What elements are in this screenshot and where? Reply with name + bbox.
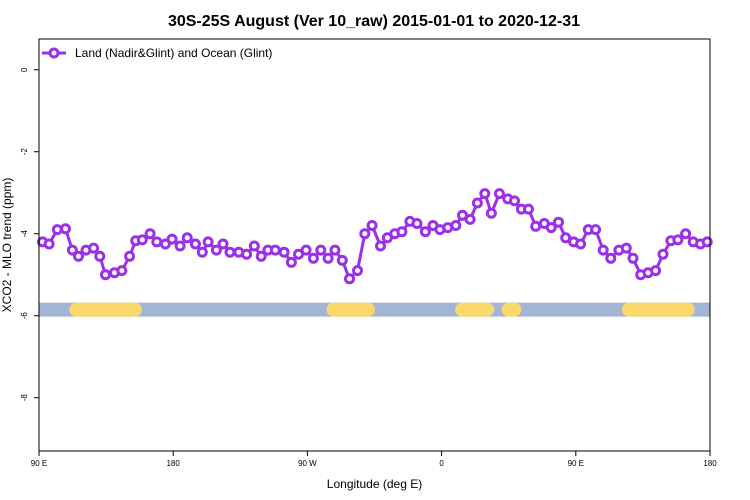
data-point: [43, 238, 55, 250]
data-point: [88, 242, 100, 254]
data-point: [189, 238, 201, 250]
data-point: [680, 228, 692, 240]
legend: Land (Nadir&Glint) and Ocean (Glint): [42, 46, 272, 60]
data-point: [701, 236, 713, 248]
data-point: [523, 203, 534, 215]
y-tick-label: -8: [20, 394, 29, 402]
data-point: [485, 207, 497, 219]
y-tick-label: -6: [20, 312, 29, 320]
data-point: [136, 234, 148, 246]
data-point: [344, 273, 355, 285]
series-layer: [37, 188, 713, 285]
x-tick-label: 90 E: [568, 459, 584, 468]
data-point: [315, 244, 327, 256]
data-point: [285, 256, 297, 268]
data-point: [269, 244, 281, 256]
data-point: [553, 216, 564, 228]
data-point: [94, 250, 106, 262]
data-point: [597, 244, 609, 256]
data-point: [464, 213, 476, 225]
data-point: [241, 248, 253, 260]
data-point: [419, 226, 431, 238]
data-point: [307, 252, 319, 264]
data-point: [366, 220, 378, 231]
data-point: [181, 232, 193, 244]
data-point: [248, 240, 260, 252]
data-point: [166, 233, 178, 245]
y-tick-label: -2: [20, 148, 29, 156]
data-point: [116, 265, 128, 277]
y-tick-label: -4: [20, 230, 29, 238]
data-point: [174, 240, 186, 252]
data-point: [627, 252, 639, 264]
data-point: [450, 220, 462, 231]
data-point: [73, 250, 84, 262]
data-point: [144, 228, 156, 240]
data-point: [411, 218, 423, 229]
data-point: [575, 238, 587, 250]
chart-title: 30S-25S August (Ver 10_raw) 2015-01-01 t…: [168, 13, 580, 30]
data-point: [545, 222, 557, 234]
data-point: [255, 250, 267, 262]
data-point: [300, 244, 312, 256]
data-point: [493, 188, 505, 200]
data-point: [359, 228, 371, 240]
axes: 90 E 180 90 W 0 90 E 180 0 -2 -4 -6 -8: [20, 67, 717, 468]
data-point: [66, 244, 78, 256]
data-point: [352, 265, 363, 277]
data-point: [530, 220, 542, 232]
y-axis-label: XCO2 - MLO trend (ppm): [0, 178, 14, 313]
data-point: [605, 252, 617, 264]
data-point: [322, 252, 334, 264]
data-point: [672, 234, 684, 246]
data-point: [590, 224, 602, 236]
data-point: [471, 197, 483, 209]
data-point: [336, 254, 348, 266]
data-point: [329, 244, 341, 256]
data-point: [396, 226, 408, 238]
data-point: [479, 188, 491, 200]
data-point: [620, 242, 632, 254]
x-tick-label: 0: [439, 459, 444, 468]
data-point: [202, 236, 214, 248]
data-point: [217, 238, 229, 250]
x-tick-label: 90 E: [31, 459, 47, 468]
y-tick-label: 0: [20, 67, 29, 72]
x-axis-label: Longitude (deg E): [327, 477, 422, 491]
data-point: [151, 236, 163, 248]
data-point: [560, 232, 572, 244]
legend-marker: [48, 47, 60, 59]
data-point: [60, 223, 71, 235]
plot-frame: [38, 38, 711, 452]
data-point: [224, 246, 236, 258]
x-tick-label: 90 W: [298, 459, 317, 468]
x-tick-label: 180: [167, 459, 181, 468]
data-point: [100, 269, 111, 281]
x-tick-label: 180: [703, 459, 717, 468]
data-point: [159, 238, 171, 250]
data-point: [124, 250, 136, 262]
data-point: [196, 246, 208, 258]
data-point: [509, 195, 520, 207]
data-point: [210, 244, 222, 256]
data-point: [278, 246, 290, 258]
data-point: [375, 240, 386, 252]
legend-entry: Land (Nadir&Glint) and Ocean (Glint): [75, 46, 272, 60]
data-point: [657, 248, 669, 260]
data-point: [650, 265, 662, 277]
